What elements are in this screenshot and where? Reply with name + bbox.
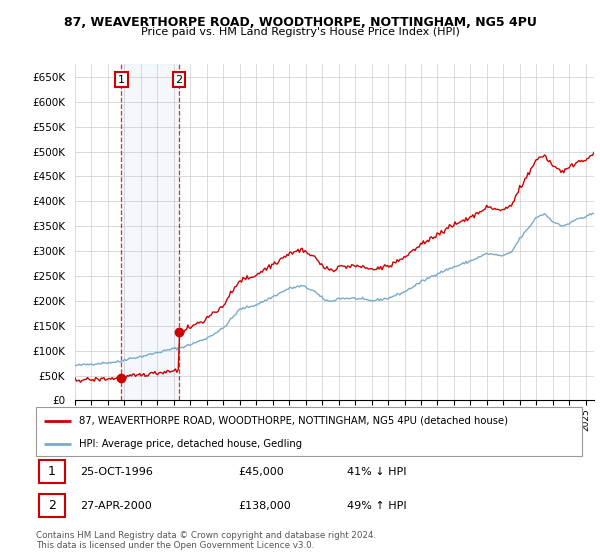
Text: Contains HM Land Registry data © Crown copyright and database right 2024.
This d: Contains HM Land Registry data © Crown c…	[36, 530, 376, 550]
Text: 27-APR-2000: 27-APR-2000	[80, 501, 151, 511]
Text: 25-OCT-1996: 25-OCT-1996	[80, 466, 152, 477]
Text: HPI: Average price, detached house, Gedling: HPI: Average price, detached house, Gedl…	[79, 438, 302, 449]
Text: 1: 1	[48, 465, 56, 478]
Text: 49% ↑ HPI: 49% ↑ HPI	[347, 501, 407, 511]
FancyBboxPatch shape	[39, 460, 65, 483]
Text: 2: 2	[176, 74, 182, 85]
Text: 2: 2	[48, 500, 56, 512]
FancyBboxPatch shape	[39, 494, 65, 517]
Text: £45,000: £45,000	[238, 466, 284, 477]
Text: 87, WEAVERTHORPE ROAD, WOODTHORPE, NOTTINGHAM, NG5 4PU: 87, WEAVERTHORPE ROAD, WOODTHORPE, NOTTI…	[64, 16, 536, 29]
Text: 87, WEAVERTHORPE ROAD, WOODTHORPE, NOTTINGHAM, NG5 4PU (detached house): 87, WEAVERTHORPE ROAD, WOODTHORPE, NOTTI…	[79, 416, 508, 426]
Text: Price paid vs. HM Land Registry's House Price Index (HPI): Price paid vs. HM Land Registry's House …	[140, 27, 460, 37]
Text: £138,000: £138,000	[238, 501, 291, 511]
Bar	[121, 64, 179, 400]
Text: 1: 1	[118, 74, 125, 85]
FancyBboxPatch shape	[36, 407, 582, 456]
Text: 41% ↓ HPI: 41% ↓ HPI	[347, 466, 407, 477]
